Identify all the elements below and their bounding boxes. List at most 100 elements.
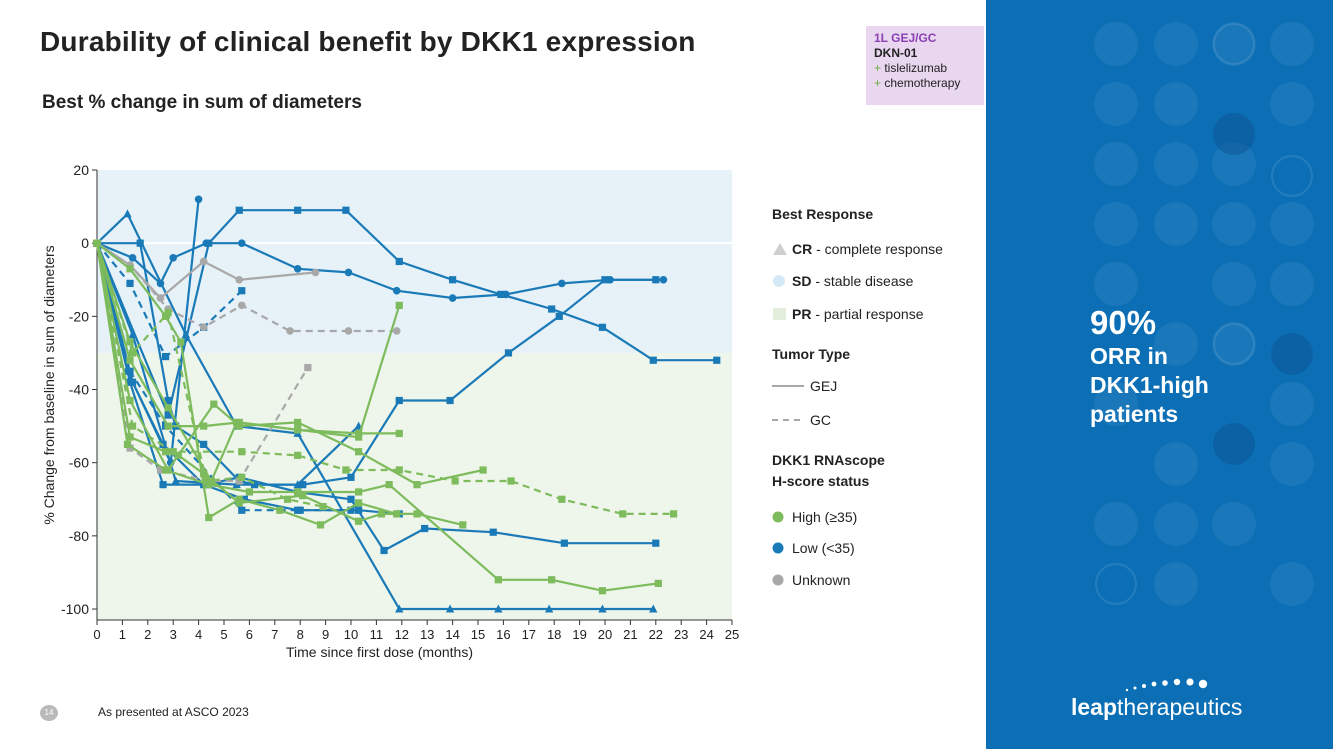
data-point (126, 279, 134, 288)
legend-unknown-label: Unknown (792, 572, 851, 588)
circle-icon (772, 574, 784, 586)
legend-dkk1-title-1: DKK1 RNAscope (772, 452, 885, 468)
data-point (421, 524, 429, 533)
indication-label: 1L GEJ/GC (874, 31, 937, 45)
data-point (548, 305, 556, 313)
data-point (276, 506, 284, 514)
x-tick-label: 20 (598, 627, 612, 642)
data-point (199, 323, 208, 332)
data-point (294, 451, 302, 459)
stat-block: 90% ORR in DKK1-high patients (1090, 304, 1209, 429)
decorative-circles (1094, 22, 1314, 606)
triangle-icon (773, 243, 787, 255)
data-point (654, 579, 662, 588)
data-point (413, 510, 421, 518)
x-tick-label: 0 (93, 627, 100, 642)
x-tick-label: 17 (522, 627, 536, 642)
data-point (174, 451, 182, 459)
x-tick-label: 10 (344, 627, 358, 642)
data-point (238, 448, 246, 456)
data-point (347, 506, 355, 514)
data-point (123, 209, 132, 218)
series-line-high (95, 242, 401, 483)
stat-value: 90% (1090, 304, 1157, 341)
data-point (304, 363, 312, 372)
legend-gc: GC (772, 412, 831, 428)
legend-sd: SD - stable disease (772, 273, 913, 289)
data-point (395, 429, 403, 438)
data-point (126, 338, 134, 346)
data-point (164, 422, 172, 430)
series-line-high (95, 242, 400, 435)
data-point (200, 440, 208, 448)
data-point (619, 510, 627, 518)
x-tick-label: 16 (496, 627, 510, 642)
data-point (128, 378, 137, 386)
data-point (161, 312, 170, 320)
y-tick-label: -60 (69, 455, 89, 471)
data-point (296, 506, 304, 514)
data-point (392, 327, 401, 335)
data-point (344, 327, 353, 335)
data-point (652, 539, 660, 547)
x-tick-label: 3 (170, 627, 177, 642)
data-point (126, 367, 134, 375)
data-point (342, 206, 350, 214)
study-name: DKN-01 (874, 46, 918, 60)
data-point (245, 488, 253, 496)
legend-dkk1-title-2: H-score status (772, 473, 870, 489)
data-point (156, 279, 165, 288)
data-point (200, 422, 208, 430)
data-point (164, 396, 172, 405)
data-point (164, 309, 172, 317)
data-point (299, 481, 307, 489)
data-point (507, 477, 515, 485)
data-point (294, 426, 302, 434)
data-point (235, 495, 243, 503)
data-point (558, 279, 566, 288)
legend-high: High (≥35) (772, 509, 857, 525)
data-point (494, 576, 502, 584)
data-point (649, 604, 658, 613)
data-point (446, 396, 454, 405)
solid-line-icon (772, 385, 804, 387)
stat-label-3: patients (1090, 401, 1179, 427)
series-line-high (96, 242, 398, 527)
circle-icon (772, 511, 784, 523)
x-tick-label: 11 (370, 627, 384, 642)
data-point (659, 275, 668, 284)
series-line-high (95, 243, 659, 592)
data-point (355, 488, 363, 496)
data-point (377, 510, 386, 518)
data-point (355, 517, 363, 525)
series-line-unknown (96, 242, 397, 333)
data-point (489, 528, 497, 536)
data-point (548, 576, 556, 584)
data-point (136, 239, 144, 247)
stat-label-2: DKK1-high (1090, 372, 1209, 398)
data-point (156, 294, 165, 302)
data-point (395, 301, 403, 309)
data-point (385, 481, 393, 489)
x-tick-label: 19 (572, 627, 586, 642)
data-point (713, 356, 721, 364)
legend-cr: CR - complete response (772, 241, 943, 257)
data-point (294, 206, 302, 214)
legend-low-label: Low (<35) (792, 540, 855, 556)
data-point (299, 492, 307, 500)
data-point (395, 604, 404, 613)
data-point (126, 396, 134, 405)
data-point (544, 604, 554, 613)
x-tick-label: 14 (445, 627, 459, 642)
data-point (235, 422, 243, 430)
data-point (126, 444, 134, 452)
plus-icon: + (874, 76, 882, 90)
legend-gej: GEJ (772, 378, 837, 394)
data-point (164, 404, 172, 412)
data-point (479, 466, 487, 474)
combo-drug-1: tislelizumab (881, 61, 948, 75)
y-tick-label: -20 (69, 308, 89, 324)
data-point (156, 466, 165, 474)
data-point (293, 264, 302, 273)
x-tick-label: 13 (420, 627, 434, 642)
